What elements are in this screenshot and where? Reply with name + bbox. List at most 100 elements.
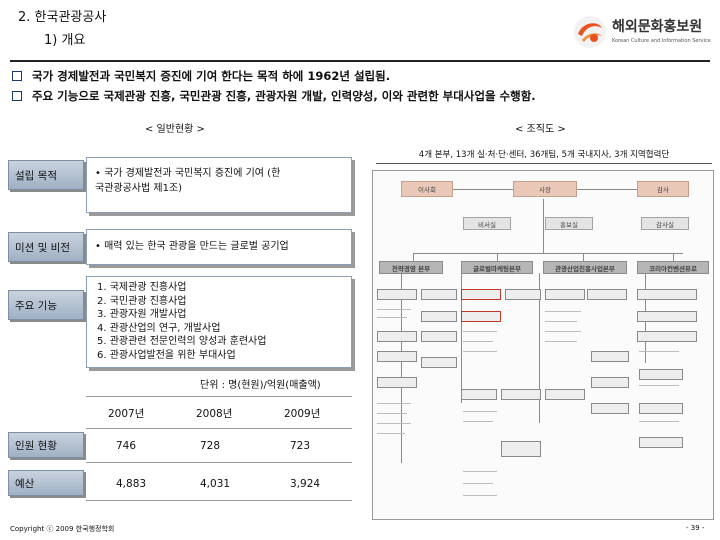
- unit-note: 단위 : 명(현원)/억원(매출액): [200, 380, 321, 391]
- org-subitem: [377, 403, 411, 404]
- org-team-box: [591, 403, 629, 414]
- org-line: [401, 273, 402, 463]
- org-secretary-box: 비서실: [463, 217, 511, 230]
- org-subitem: [545, 321, 577, 322]
- org-team-box: [421, 357, 457, 368]
- header-divider: [10, 60, 710, 62]
- function-item: 2. 국민관광 진흥사업: [97, 295, 187, 307]
- org-team-box: [501, 441, 541, 457]
- bullet-text: 주요 기능으로 국제관광 진흥, 국민관광 진흥, 관광자원 개발, 인력양성,…: [32, 89, 536, 103]
- org-subitem: [463, 331, 497, 332]
- budget-row-label: 예산: [8, 470, 84, 496]
- page-title: 2. 한국관광공사: [18, 10, 107, 25]
- org-team-box: [461, 289, 501, 300]
- org-line: [539, 273, 540, 423]
- org-division-box: 코리아컨벤션뷰로: [637, 261, 709, 274]
- table-cell: 4,883: [116, 478, 147, 490]
- table-cell: 728: [200, 440, 221, 452]
- org-team-box: [545, 289, 585, 300]
- org-team-box: [377, 377, 417, 388]
- mission-label: 미션 및 비전: [8, 232, 84, 262]
- org-division-box: 관광산업진흥사업본부: [543, 261, 627, 274]
- org-team-box: [591, 351, 629, 362]
- mission-card: • 매력 있는 한국 관광을 만드는 글로벌 공기업: [86, 229, 352, 265]
- org-subitem: [463, 471, 497, 472]
- functions-label: 주요 기능: [8, 290, 84, 320]
- org-team-box: [421, 311, 457, 322]
- org-line: [583, 253, 584, 263]
- org-subitem: [639, 421, 679, 422]
- org-line: [413, 253, 683, 254]
- org-chart: 4개 본부, 13개 실·처·단·센터, 36개팀, 5개 국내지사, 3개 지…: [372, 148, 714, 520]
- page-number: - 39 -: [686, 524, 705, 532]
- purpose-text: • 국가 경제발전과 국민복지 증진에 기여 (한 국관광공사법 제1조): [95, 168, 281, 194]
- org-board-box: 이사회: [401, 181, 453, 197]
- table-rule: [86, 500, 352, 501]
- org-chart-frame: 이사회 사장 감사 비서실 홍보실 감사실 전략경영 본부 글로벌마케팅본부 관…: [372, 170, 714, 520]
- org-division-box: 전략경영 본부: [379, 261, 443, 274]
- org-subitem: [545, 331, 581, 332]
- bullet-item: 주요 기능으로 국제관광 진흥, 국민관광 진흥, 관광자원 개발, 인력양성,…: [12, 88, 536, 104]
- table-header-cell: 2007년: [108, 408, 145, 420]
- table-header-cell: 2009년: [284, 408, 321, 420]
- org-line: [673, 253, 674, 263]
- purpose-card: • 국가 경제발전과 국민복지 증진에 기여 (한 국관광공사법 제1조): [86, 157, 352, 213]
- org-team-box: [637, 331, 697, 342]
- org-ceo-box: 사장: [513, 181, 577, 197]
- org-team-box: [461, 389, 497, 400]
- org-line: [461, 273, 462, 403]
- copyright-footer: Copyright ⓒ 2009 한국행정학회: [10, 525, 115, 533]
- functions-card: 1. 국제관광 진흥사업 2. 국민관광 진흥사업 3. 관광자원 개발사업 4…: [86, 276, 352, 368]
- org-team-box: [637, 289, 697, 300]
- org-team-box: [461, 311, 501, 322]
- logo-subtext: Korean Culture and Information Service: [612, 38, 711, 44]
- org-team-box: [421, 289, 457, 300]
- logo-mark-icon: [574, 16, 606, 48]
- table-rule: [86, 462, 352, 463]
- org-subitem: [377, 423, 411, 424]
- function-item: 4. 관광산업의 연구, 개발사업: [97, 322, 221, 334]
- org-caption: 4개 본부, 13개 실·처·단·센터, 36개팀, 5개 국내지사, 3개 지…: [376, 148, 712, 164]
- org-subitem: [377, 317, 407, 318]
- org-subitem: [545, 311, 581, 312]
- org-team-box: [377, 289, 417, 300]
- org-subitem: [377, 413, 407, 414]
- org-subitem: [639, 351, 679, 352]
- checkbox-bullet-icon: [12, 91, 22, 101]
- function-item: 6. 관광사업발전을 위한 부대사업: [97, 349, 236, 361]
- org-subitem: [545, 341, 577, 342]
- org-line: [543, 199, 544, 253]
- staff-row-label: 인원 현황: [8, 432, 84, 458]
- purpose-label: 설립 목적: [8, 160, 84, 190]
- table-cell: 723: [290, 440, 311, 452]
- org-subitem: [463, 483, 493, 484]
- org-subitem: [377, 309, 411, 310]
- table-rule: [86, 396, 352, 397]
- general-section-label: < 일반현황 >: [145, 124, 205, 135]
- org-team-box: [639, 437, 683, 448]
- table-cell: 4,031: [200, 478, 231, 490]
- org-audit-box: 감사: [637, 181, 689, 197]
- org-line: [577, 189, 637, 190]
- bullet-text: 국가 경제발전과 국민복지 증진에 기여 한다는 목적 하에 1962년 설립됨…: [32, 69, 391, 83]
- org-subitem: [463, 421, 493, 422]
- bullet-item: 국가 경제발전과 국민복지 증진에 기여 한다는 목적 하에 1962년 설립됨…: [12, 68, 390, 84]
- org-pr-box: 홍보실: [545, 217, 593, 230]
- function-item: 3. 관광자원 개발사업: [97, 309, 187, 320]
- org-line: [497, 253, 498, 263]
- org-team-box: [637, 311, 697, 322]
- checkbox-bullet-icon: [12, 71, 22, 81]
- org-team-box: [377, 331, 417, 342]
- table-cell: 3,924: [290, 478, 321, 490]
- logo: 해외문화홍보원 Korean Culture and Information S…: [572, 12, 712, 56]
- org-subitem: [463, 341, 493, 342]
- org-line: [453, 189, 513, 190]
- table-cell: 746: [116, 440, 137, 452]
- org-section-label: < 조직도 >: [515, 124, 566, 135]
- function-item: 1. 국제관광 진흥사업: [97, 282, 187, 293]
- logo-text: 해외문화홍보원: [612, 19, 703, 35]
- org-team-box: [377, 351, 417, 362]
- org-audit-office-box: 감사실: [641, 217, 689, 230]
- page-subtitle: 1) 개요: [44, 33, 86, 48]
- org-team-box: [545, 389, 585, 400]
